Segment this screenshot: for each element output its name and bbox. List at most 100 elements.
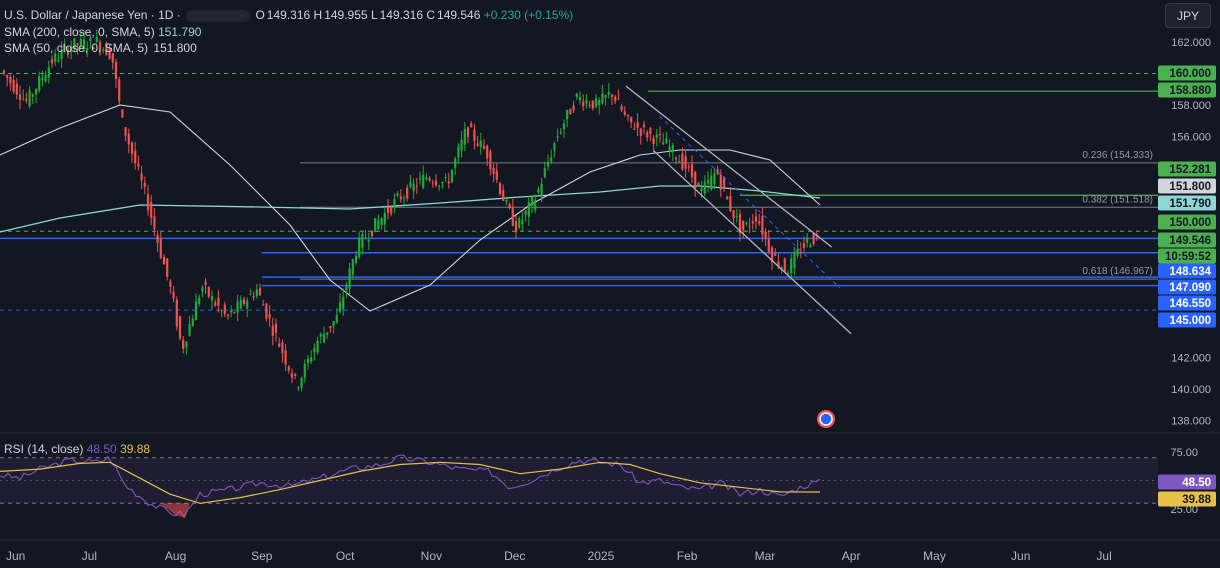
- candle-body: [422, 174, 425, 188]
- rsi-label: RSI (14, close): [4, 442, 84, 456]
- candle-body: [367, 239, 370, 242]
- level-badge: 151.790: [1169, 198, 1211, 210]
- candle-body: [303, 363, 306, 378]
- candle-body: [498, 182, 502, 195]
- rsi-tick-label: 25.00: [1170, 504, 1198, 516]
- candle-body: [159, 238, 162, 258]
- candle-body: [514, 221, 518, 232]
- candle-body: [671, 145, 674, 153]
- channel-upper-line: [625, 85, 833, 248]
- candle-body: [674, 157, 678, 160]
- candle-body: [348, 268, 351, 289]
- high-label: H: [313, 8, 323, 22]
- candle-body: [492, 167, 495, 174]
- price-tick-label: 138.000: [1171, 415, 1211, 427]
- candle-body: [550, 157, 553, 162]
- candle-body: [137, 163, 140, 167]
- level-badge: 152.281: [1169, 164, 1211, 176]
- candle-body: [694, 171, 697, 189]
- candle-body: [594, 98, 598, 107]
- candle-body: [70, 47, 73, 53]
- candle-body: [12, 79, 15, 92]
- candle-body: [591, 100, 594, 109]
- time-tick-label: Dec: [504, 549, 525, 563]
- level-badge: 149.546: [1169, 235, 1211, 247]
- level-badge-bg: [1158, 195, 1216, 211]
- candle-body: [540, 183, 543, 196]
- candle-body: [162, 256, 166, 265]
- sma200-value: 151.790: [158, 25, 202, 39]
- candle-body: [268, 314, 271, 319]
- candle-body: [156, 234, 159, 243]
- candle-body: [271, 325, 274, 336]
- candle-body: [719, 174, 722, 190]
- trend-channel[interactable]: [625, 85, 852, 335]
- candle-body: [655, 134, 658, 138]
- candle-body: [146, 194, 150, 211]
- candle-body: [604, 95, 607, 98]
- candle-body: [562, 123, 566, 129]
- level-badge: 158.880: [1169, 85, 1211, 97]
- sma50-line: [0, 104, 821, 312]
- candle-body: [793, 252, 796, 268]
- candle-body: [252, 296, 255, 298]
- fib-label: 0.618 (146.967): [1082, 266, 1153, 277]
- candle-body: [370, 230, 374, 237]
- candle-body: [690, 164, 694, 178]
- candle-body: [57, 59, 60, 62]
- candle-body: [287, 366, 290, 371]
- candle-body: [290, 373, 294, 378]
- candle-body: [82, 39, 86, 50]
- candle-body: [658, 134, 662, 136]
- candle-body: [390, 207, 393, 214]
- candle-body: [50, 59, 54, 64]
- candle-body: [188, 324, 191, 336]
- candle-body: [726, 196, 729, 200]
- candle-body: [783, 258, 786, 272]
- time-tick-label: Oct: [336, 549, 355, 563]
- candle-body: [306, 358, 310, 363]
- candle-body: [639, 128, 642, 136]
- time-tick-label: Jun: [6, 549, 25, 563]
- candle-body: [527, 202, 530, 217]
- level-badge: 146.550: [1169, 298, 1211, 310]
- candle-body: [214, 302, 217, 306]
- sma200-label: SMA (200, close, 0, SMA, 5): [4, 25, 155, 39]
- currency-button[interactable]: JPY: [1165, 3, 1211, 28]
- candle-body: [258, 288, 262, 296]
- level-badge-bg: [1158, 263, 1216, 279]
- candle-body: [399, 196, 402, 200]
- candle-body: [66, 49, 70, 55]
- candle-body: [297, 387, 300, 389]
- candle-body: [316, 340, 319, 353]
- candle-body: [326, 332, 329, 335]
- candle-body: [809, 244, 812, 248]
- candle-body: [511, 206, 514, 226]
- candle-body: [182, 339, 185, 349]
- candle-body: [454, 158, 457, 168]
- price-tick-label: 162.000: [1171, 37, 1211, 49]
- candle-body: [802, 243, 806, 248]
- candle-body: [358, 237, 361, 257]
- candle-body: [73, 38, 76, 49]
- candle-body: [473, 129, 476, 141]
- candlesticks: [2, 29, 818, 392]
- candle-body: [486, 145, 489, 159]
- candle-body: [646, 132, 649, 138]
- candle-body: [582, 101, 585, 107]
- candle-body: [34, 88, 38, 95]
- candle-body: [178, 316, 182, 339]
- sma50-legend[interactable]: SMA (50, close, 0, SMA, 5) 151.800: [4, 41, 197, 55]
- candle-body: [172, 291, 175, 299]
- sma200-legend[interactable]: SMA (200, close, 0, SMA, 5) 151.790: [4, 25, 201, 39]
- candle-body: [140, 173, 143, 181]
- rsi-legend[interactable]: RSI (14, close) 48.50 39.88: [4, 442, 150, 456]
- candle-body: [425, 177, 428, 180]
- candle-body: [428, 178, 431, 181]
- fib-label: 0.382 (151.518): [1082, 194, 1153, 205]
- candle-body: [684, 156, 687, 169]
- rsi-ma-value: 39.88: [120, 442, 151, 456]
- flag-icon[interactable]: [817, 410, 835, 428]
- price-tick-label: 156.000: [1171, 132, 1211, 144]
